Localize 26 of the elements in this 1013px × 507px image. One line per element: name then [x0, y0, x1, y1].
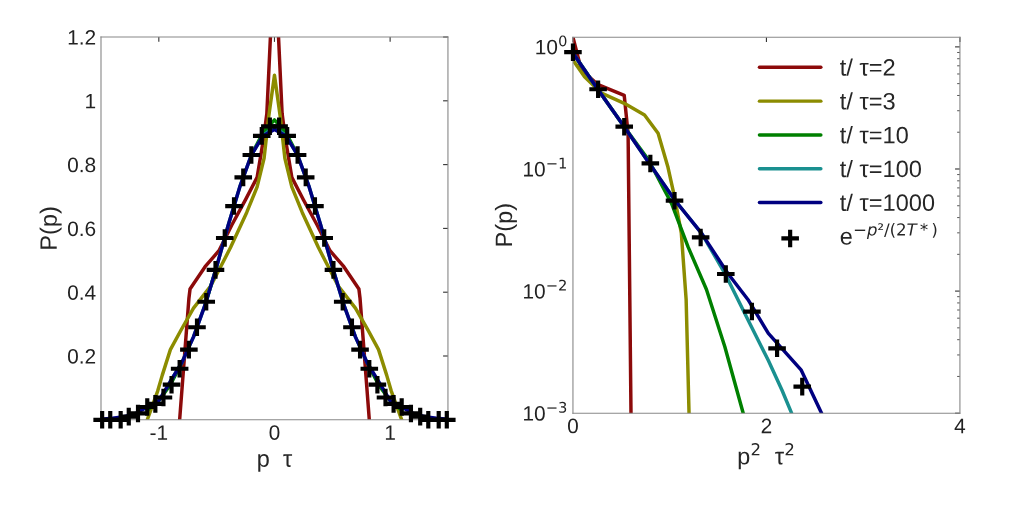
x-tick-label: 0: [567, 418, 578, 434]
x-tick-label: 2: [761, 418, 772, 434]
y-tick-label: 0.8: [67, 157, 96, 173]
legend-label: e$^{−p²/(2T*)}$: [840, 222, 937, 245]
y-tick-label: 10$^{−3}$: [524, 401, 567, 421]
y-axis-title: P(p): [39, 207, 62, 249]
x-axis-title: p τ: [258, 454, 293, 472]
legend-label: t/ τ=3: [840, 92, 895, 110]
y-tick-label: 1: [86, 94, 96, 109]
legend-label: t/ τ=2: [840, 58, 895, 76]
x-axis-title: p$^{2}$ τ$^{2}$: [738, 443, 794, 470]
x-tick-label: 1: [385, 425, 395, 440]
y-tick-label: 0.2: [67, 349, 96, 364]
legend-label: t/ τ=1000: [840, 193, 935, 212]
y-tick-label: 0.4: [67, 285, 96, 300]
y-tick-label: 0.6: [67, 221, 96, 237]
x-tick-label: 0: [269, 425, 280, 440]
legend-label: t/ τ=10: [840, 126, 908, 144]
y-axis-title: P(p): [494, 204, 517, 246]
x-tick-label: -1: [150, 425, 168, 440]
legend-label: t/ τ=100: [840, 159, 921, 178]
y-tick-label: 10$^{−2}$: [524, 279, 566, 299]
y-tick-label: 10$^{−1}$: [524, 157, 566, 177]
y-tick-label: 10$^{0}$: [536, 35, 567, 55]
x-tick-label: 4: [954, 418, 966, 434]
y-tick-label: 1.2: [68, 30, 96, 45]
